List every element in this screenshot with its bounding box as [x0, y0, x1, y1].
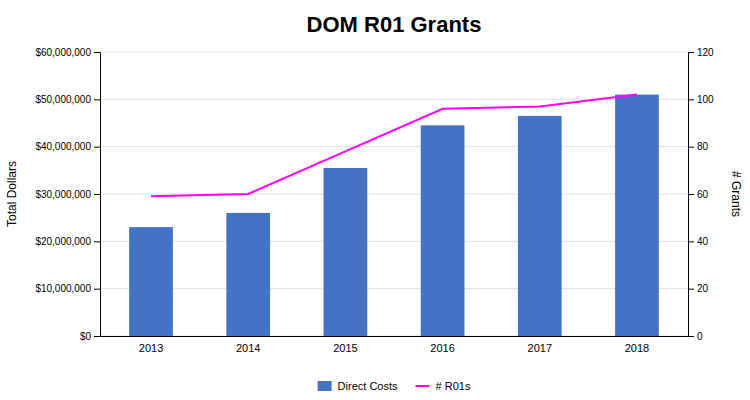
bar	[324, 168, 368, 336]
y2-tick-label: 100	[697, 94, 714, 105]
line	[151, 95, 637, 197]
plot: 2013 2014 2015 2016 2017 2018 $0 $10,000,000 $20…	[5, 47, 743, 354]
legend-label: # R01s	[436, 380, 471, 392]
y2-tick-label: 60	[697, 189, 709, 200]
axis-domain	[101, 336, 689, 337]
y2-tick: 120	[688, 47, 714, 58]
grid-line	[100, 146, 688, 147]
bar	[421, 125, 465, 336]
x-tick: 2015	[333, 342, 357, 354]
grid	[100, 52, 688, 336]
y-tick: $40,000,000	[35, 141, 100, 152]
grid-line	[100, 336, 688, 337]
y-tick: $50,000,000	[35, 94, 100, 105]
y2-tick-label: 120	[697, 47, 714, 58]
bar	[226, 213, 270, 336]
y-tick-mark	[94, 241, 100, 242]
y-tick-label: $60,000,000	[35, 47, 91, 58]
grid-line	[100, 52, 688, 53]
marks	[129, 95, 659, 336]
bar	[518, 116, 562, 336]
grid-line	[100, 241, 688, 242]
y2-tick-mark	[688, 52, 694, 53]
y2-tick: 20	[688, 283, 709, 294]
y-tick: $20,000,000	[35, 236, 100, 247]
y2-tick-mark	[688, 289, 694, 290]
legend: Direct Costs # R01s	[318, 380, 471, 392]
bar	[615, 95, 659, 336]
legend-item: # R01s	[416, 380, 471, 392]
bar-series	[129, 95, 659, 336]
y-tick-mark	[94, 52, 100, 53]
grid-line	[100, 194, 688, 195]
y-tick-label: $10,000,000	[35, 283, 91, 294]
y2-tick: 0	[688, 331, 703, 342]
y2-tick-label: 20	[697, 283, 709, 294]
y-tick: $30,000,000	[35, 189, 100, 200]
x-tick: 2017	[528, 342, 552, 354]
bar	[129, 227, 173, 336]
x-tick: 2018	[625, 342, 649, 354]
x-axis: 2013 2014 2015 2016 2017 2018	[101, 337, 689, 354]
y-tick-label: $40,000,000	[35, 141, 91, 152]
grid-line	[100, 288, 688, 289]
legend-swatch	[318, 381, 332, 391]
legend-label: Direct Costs	[338, 380, 398, 392]
y2-tick-mark	[688, 336, 694, 337]
y-tick-mark	[94, 336, 100, 337]
y-tick-label: $20,000,000	[35, 236, 91, 247]
x-tick: 2016	[430, 342, 454, 354]
y2-tick-label: 40	[697, 236, 709, 247]
y-tick: $10,000,000	[35, 283, 100, 294]
y-tick-label: $30,000,000	[35, 189, 91, 200]
legend-swatch	[416, 385, 430, 387]
y-axis-title: Total Dollars	[5, 161, 19, 227]
y-tick-label: $0	[80, 331, 92, 342]
x-tick-label: 2015	[333, 342, 357, 354]
legend-item: Direct Costs	[318, 380, 398, 392]
y2-tick: 100	[688, 94, 714, 105]
y-axis: $0 $10,000,000 $20,000,000 $30,000,000 $40,0…	[35, 47, 100, 342]
y2-axis: 0 20 40 60 80 100 120	[688, 47, 714, 342]
y2-tick-label: 80	[697, 141, 709, 152]
y-tick-mark	[94, 194, 100, 195]
x-tick: 2013	[139, 342, 163, 354]
y2-tick: 40	[688, 236, 709, 247]
chart: 2013 2014 2015 2016 2017 2018 $0 $10,000,000 $20…	[0, 0, 750, 400]
y2-tick-mark	[688, 194, 694, 195]
y2-tick-mark	[688, 99, 694, 100]
x-tick: 2014	[236, 342, 260, 354]
y2-tick-label: 0	[697, 331, 703, 342]
axis-domain	[100, 53, 101, 337]
y2-tick: 80	[688, 141, 709, 152]
x-tick-label: 2018	[625, 342, 649, 354]
x-tick-label: 2016	[430, 342, 454, 354]
y2-tick-mark	[688, 241, 694, 242]
x-tick-label: 2017	[528, 342, 552, 354]
x-tick-label: 2013	[139, 342, 163, 354]
y-tick: $0	[80, 331, 100, 342]
y2-tick: 60	[688, 189, 709, 200]
y-tick-label: $50,000,000	[35, 94, 91, 105]
y2-tick-mark	[688, 147, 694, 148]
y-tick-mark	[94, 289, 100, 290]
title: DOM R01 Grants	[307, 12, 482, 37]
y-tick-mark	[94, 99, 100, 100]
y-tick-mark	[94, 147, 100, 148]
x-tick-label: 2014	[236, 342, 260, 354]
y2-axis-title: # Grants	[729, 171, 743, 217]
y-tick: $60,000,000	[35, 47, 100, 58]
